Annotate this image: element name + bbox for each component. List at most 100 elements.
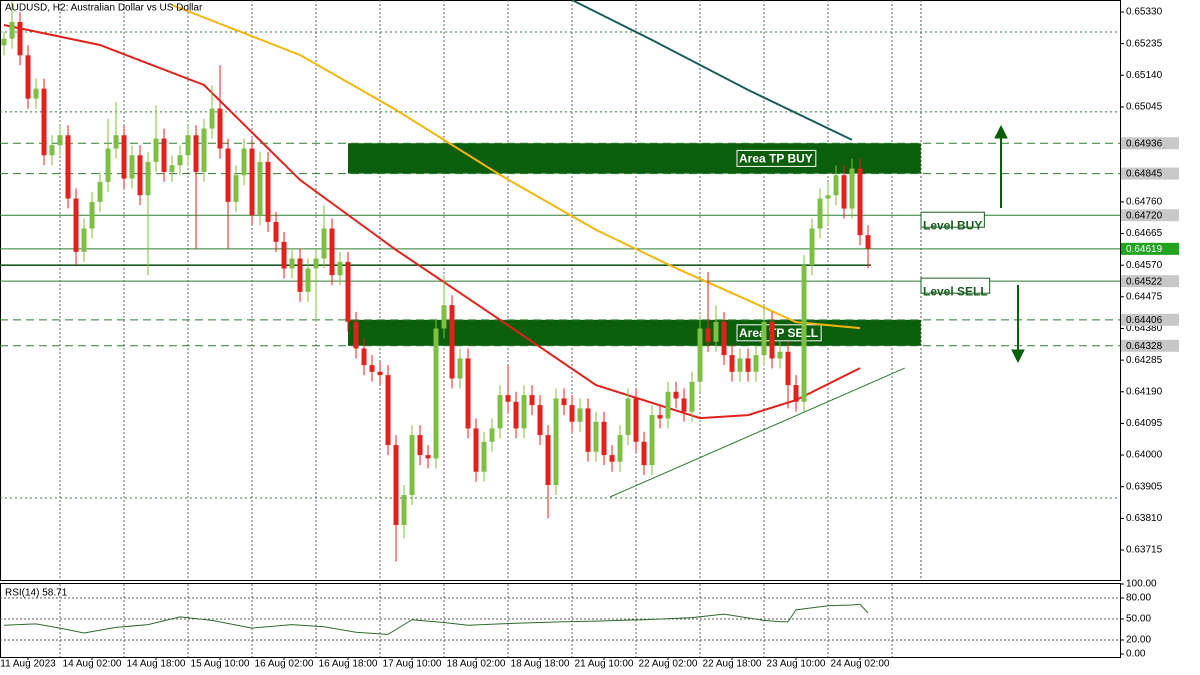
candle-body [593,421,599,452]
candle-body [609,455,615,462]
candle-body [545,435,551,486]
x-tick-label: 14 Aug 18:00 [127,659,186,670]
candle-body [121,135,127,179]
candle-body [25,55,31,99]
arrows [994,124,1025,364]
candle-body [649,415,655,466]
candle-body [529,395,535,406]
candle-body [521,395,527,429]
candle-body [401,495,407,526]
candle-body [353,321,359,349]
rsi-line [3,603,869,635]
candle-body [137,155,143,196]
candle-body [681,398,687,412]
arrow-up-head [994,124,1008,139]
candle-body [369,365,375,372]
candle-body [89,201,95,229]
x-tick-label: 24 Aug 02:00 [831,659,890,670]
x-tick-label: 18 Aug 02:00 [447,659,506,670]
y-tick-label: 0.64760 [1126,197,1163,208]
level-note-box [920,211,985,228]
plot-layer: 0.65330 0.65235 0.65140 0.65045 0.64760 0.646… [0,0,1179,670]
candle-body [825,195,831,199]
candle-body [393,445,399,526]
level-price-box [1121,167,1179,180]
y-tick-label: 0.64190 [1126,386,1163,397]
candle-body [801,265,807,402]
candle-body [33,88,39,99]
candle-body [201,128,207,172]
candle-body [841,175,847,209]
y-tick-label: 0.64665 [1126,228,1163,239]
candle-body [345,261,351,322]
candle-body [161,138,167,172]
candle-body [465,358,471,429]
level-price-label: 0.64720 [1126,210,1163,221]
zone-label: Area TP SELL [739,326,818,340]
chart-title: AUDUSD, H2: Australian Dollar vs US Doll… [5,3,203,14]
level-price-box [1121,242,1179,255]
candle-body [657,415,663,419]
candle-body [457,358,463,379]
level-note: Level SELL [923,284,988,298]
moving-average [171,4,861,330]
candle-body [737,358,743,372]
candle-body [721,321,727,356]
candle-body [177,155,183,166]
candle-body [113,135,119,149]
candle-body [489,428,495,442]
level-price-label: 0.64845 [1126,169,1163,180]
candle-body [561,398,567,406]
candle-body [505,395,511,402]
rsi-title: RSI(14) 58.71 [5,588,68,599]
candle-body [817,198,823,229]
candle-body [49,145,55,156]
candle-body [1,38,7,46]
candle-body [697,328,703,382]
x-tick-label: 21 Aug 10:00 [575,659,634,670]
candle-body [857,168,863,236]
level-price-box [1121,209,1179,222]
candle-body [65,135,71,199]
candle-body [433,328,439,459]
candle-body [57,135,63,146]
x-tick-label: 17 Aug 10:00 [383,659,442,670]
candle-body [97,181,103,202]
y-tick-label: 0.64000 [1126,450,1163,461]
candle-body [481,441,487,472]
x-tick-label: 14 Aug 02:00 [63,659,122,670]
candle-body [17,21,23,56]
x-tick-label: 16 Aug 18:00 [319,659,378,670]
x-tick-label: 15 Aug 10:00 [191,659,250,670]
candle-body [81,228,87,252]
candle-body [441,305,447,329]
candle-body [625,398,631,436]
candle-body [289,258,295,269]
candle-body [305,268,311,292]
rsi-tick-label: 20.00 [1126,635,1151,646]
candle-body [617,435,623,462]
y-tick-label: 0.64285 [1126,355,1163,366]
trendline [609,367,906,498]
candle-body [425,455,431,459]
zone-label-box [736,324,822,342]
candle-body [729,355,735,372]
level-price-label: 0.64522 [1126,276,1163,287]
rsi-tick-label: 50.00 [1126,614,1151,625]
level-price-label: 0.64936 [1126,138,1163,149]
y-tick-label: 0.65330 [1126,7,1163,18]
rsi-panel [0,583,1121,658]
candle-body [73,198,79,252]
candle-body [265,161,271,222]
level-price-box [1121,313,1179,326]
candle-body [185,135,191,156]
candle-body [689,381,695,412]
level-price-box [1121,137,1179,150]
x-tick-label: 22 Aug 02:00 [639,659,698,670]
candle-body [233,175,239,202]
candle-body [129,155,135,179]
moving-average [3,24,861,420]
x-tick-label: 11 Aug 2023 [0,659,56,670]
candle-body [193,135,199,172]
zone-label: Area TP BUY [739,152,813,166]
